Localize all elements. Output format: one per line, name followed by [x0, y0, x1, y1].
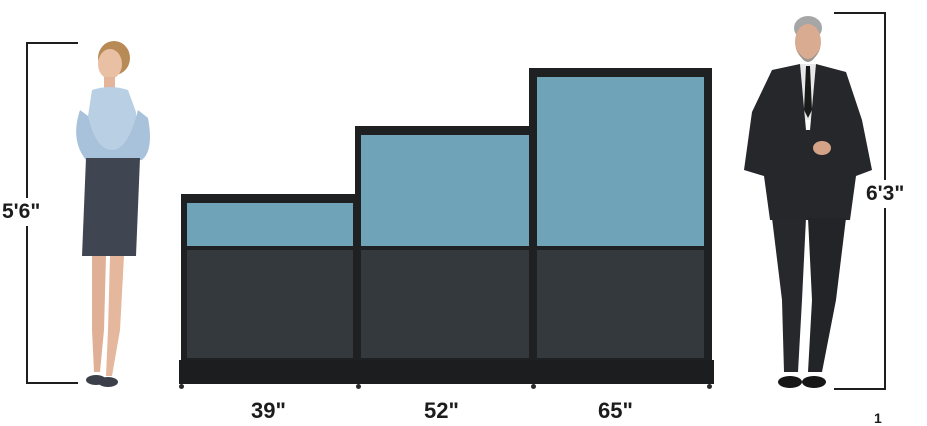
base-rail: [179, 360, 714, 384]
foot: [531, 384, 536, 389]
page-number: 1: [874, 410, 882, 426]
panel-52-glass: [361, 135, 529, 246]
foot: [356, 384, 361, 389]
width-label-52: 52": [424, 398, 459, 423]
man-height-label: 6'3": [866, 180, 905, 208]
panel-52: [355, 126, 535, 364]
width-label-65: 65": [598, 398, 633, 423]
panel-39-fabric: [187, 250, 353, 358]
panel-39: [181, 194, 361, 364]
panel-65-fabric: [537, 250, 704, 358]
panel-65: [529, 68, 712, 364]
panel-65-glass: [537, 77, 704, 246]
foot: [707, 384, 712, 389]
panel-52-fabric: [361, 250, 529, 358]
woman-height-label: 5'6": [2, 198, 41, 226]
foot: [179, 384, 184, 389]
width-label-39: 39": [251, 398, 286, 423]
panel-39-glass: [187, 203, 353, 246]
